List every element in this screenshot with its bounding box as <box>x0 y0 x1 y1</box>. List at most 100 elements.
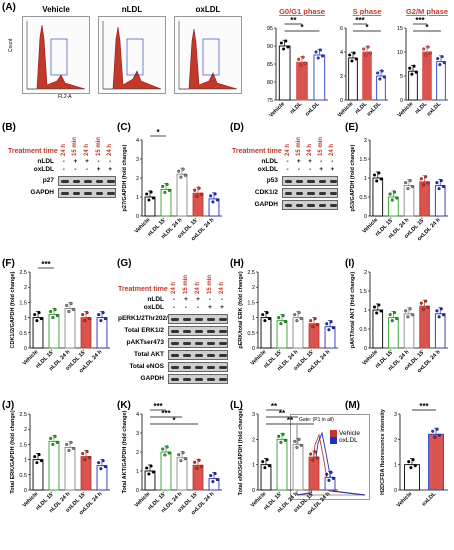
data-point <box>261 313 265 317</box>
data-point <box>283 438 287 442</box>
data-point <box>165 445 169 449</box>
bar <box>403 313 415 349</box>
data-point <box>69 440 73 444</box>
data-point <box>51 442 55 446</box>
data-point <box>151 196 155 200</box>
data-point <box>145 466 149 470</box>
y-tick-label: 0 <box>364 346 367 352</box>
blot-band <box>285 192 293 195</box>
data-point <box>39 459 43 463</box>
panel-label-e: (E) <box>345 122 359 133</box>
y-tick-label: 80 <box>267 80 273 86</box>
y-tick-label: 1.5 <box>247 300 255 306</box>
data-point <box>329 320 333 324</box>
data-point <box>435 427 439 431</box>
blot-row-label: GAPDH <box>30 189 54 196</box>
data-point <box>97 313 101 317</box>
data-point <box>87 456 91 460</box>
data-point <box>404 309 408 313</box>
significance-label: *** <box>415 16 425 25</box>
data-point <box>392 190 397 194</box>
treatment-mark: - <box>220 296 224 303</box>
y-tick-label: 1 <box>136 195 139 201</box>
bar <box>403 185 415 217</box>
data-point <box>147 472 151 476</box>
data-point <box>378 77 382 81</box>
y-tick-label: 1 <box>24 316 27 322</box>
blot-band <box>61 192 69 195</box>
y-tick-label: 85 <box>267 62 273 68</box>
blot-band <box>195 366 203 369</box>
bar <box>292 443 304 491</box>
y-tick-label: 1 <box>136 469 139 475</box>
flow-histogram-plot <box>26 21 86 90</box>
bar <box>276 320 288 349</box>
blot-band-row <box>168 326 228 336</box>
data-point <box>49 436 53 440</box>
data-point <box>413 464 417 468</box>
blot-band <box>207 378 215 381</box>
bar <box>372 309 384 349</box>
bar <box>372 177 384 217</box>
blot-band <box>195 342 203 345</box>
y-tick-label: 2 <box>136 176 139 182</box>
data-point <box>267 317 271 321</box>
y-tick-label: 0 <box>394 488 397 494</box>
y-tick-label: 2 <box>24 427 27 433</box>
blot-band <box>207 318 215 321</box>
data-point <box>87 317 91 321</box>
data-point <box>85 311 89 315</box>
data-point <box>426 305 430 309</box>
data-point <box>297 57 301 61</box>
bar <box>422 51 432 101</box>
data-point <box>83 319 87 323</box>
data-point <box>215 478 219 482</box>
data-point <box>267 464 271 468</box>
y-tick-label: 0 <box>364 214 367 220</box>
treatment-mark: - <box>62 166 65 173</box>
treatment-mark: - <box>172 296 176 303</box>
bar <box>80 456 92 491</box>
data-point <box>55 440 59 444</box>
treatment-mark: - <box>331 158 334 165</box>
blot-band <box>307 204 315 207</box>
y-tick-label: 0.5 <box>19 473 27 479</box>
data-point <box>263 466 267 470</box>
panel-label-i: (I) <box>345 258 355 269</box>
panel-label-b: (B) <box>2 122 16 133</box>
data-point <box>211 200 215 204</box>
bar <box>313 54 326 101</box>
blot-band <box>207 342 215 345</box>
blot-band <box>329 204 337 207</box>
data-point <box>315 456 319 460</box>
blot-band <box>72 192 81 195</box>
data-point <box>177 453 181 457</box>
blot-band <box>84 192 92 195</box>
blot-row-label: GAPDH <box>140 375 164 382</box>
y-tick-label: 2 <box>364 138 367 144</box>
data-point <box>213 192 217 196</box>
data-point <box>410 185 414 189</box>
data-point <box>311 458 315 462</box>
bar <box>419 181 430 217</box>
data-point <box>428 51 432 55</box>
bar <box>292 317 304 349</box>
data-point <box>145 192 149 196</box>
blot-band <box>318 180 326 183</box>
data-point <box>309 452 313 456</box>
treatment-mark: - <box>109 158 112 165</box>
blot-band <box>195 330 203 333</box>
data-point <box>55 314 59 318</box>
blot-band <box>307 180 315 183</box>
data-point <box>33 313 37 317</box>
blot-band-row <box>282 200 338 210</box>
data-point <box>165 182 169 186</box>
blot-band <box>207 330 215 333</box>
data-point <box>81 313 85 317</box>
y-tick-label: 0.5 <box>247 331 255 337</box>
blot-band <box>84 180 92 183</box>
data-point <box>433 435 437 439</box>
data-point <box>431 429 435 433</box>
data-point <box>411 458 415 462</box>
